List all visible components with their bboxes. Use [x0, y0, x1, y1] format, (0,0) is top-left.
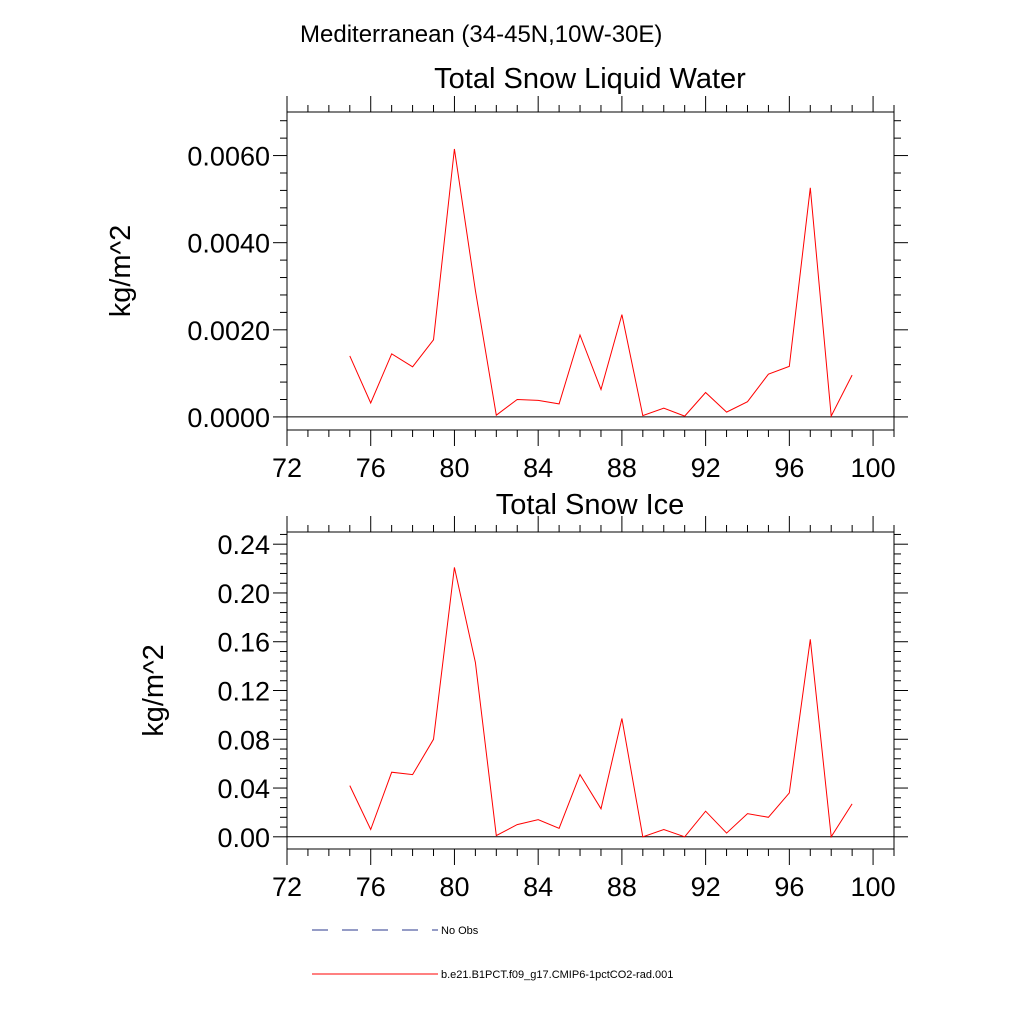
x-tick-label: 100	[851, 453, 896, 483]
y-axis-label: kg/m^2	[138, 644, 170, 737]
series-line	[349, 148, 853, 418]
y-tick-label: 0.0060	[187, 142, 270, 172]
x-tick-label: 88	[607, 872, 637, 902]
x-tick-label: 72	[272, 453, 302, 483]
y-tick-label: 0.16	[217, 628, 270, 658]
y-tick-label: 0.0000	[187, 403, 270, 433]
y-tick-label: 0.04	[217, 774, 270, 804]
panel-snow-ice: Total Snow Ice 72 76 80 84 88 92 96 100 0.00 0.04…	[138, 489, 908, 902]
x-tick-label: 80	[439, 453, 469, 483]
legend: No Obs b.e21.B1PCT.f09_g17.CMIP6-1pctCO2…	[312, 925, 673, 981]
legend-label: b.e21.B1PCT.f09_g17.CMIP6-1pctCO2-rad.00…	[441, 969, 673, 981]
y-tick-label: 0.12	[217, 677, 270, 707]
y-tick-label: 0.0040	[187, 229, 270, 259]
plot-area: 72 76 80 84 88 92 96 100 0.0000 0.0020 0.0040 0.006…	[105, 96, 908, 483]
legend-entry-no-obs: No Obs	[312, 925, 479, 937]
x-tick-label: 76	[356, 453, 386, 483]
x-tick-label: 76	[356, 872, 386, 902]
panel-title: Total Snow Ice	[496, 489, 685, 521]
axes-frame	[286, 111, 895, 431]
y-tick-label: 0.00	[217, 823, 270, 853]
legend-label: No Obs	[441, 925, 479, 937]
y-axis-label: kg/m^2	[105, 225, 137, 318]
y-tick-label: 0.20	[217, 579, 270, 609]
x-tick-label: 84	[523, 872, 553, 902]
y-tick-label: 0.08	[217, 725, 270, 755]
legend-entry-model-run: b.e21.B1PCT.f09_g17.CMIP6-1pctCO2-rad.00…	[312, 969, 673, 981]
x-tick-label: 92	[691, 453, 721, 483]
x-tick-label: 100	[851, 872, 896, 902]
x-tick-label: 88	[607, 453, 637, 483]
panel-title: Total Snow Liquid Water	[434, 63, 746, 95]
y-tick-label: 0.0020	[187, 316, 270, 346]
y-tick-label: 0.24	[217, 530, 270, 560]
x-tick-label: 92	[691, 872, 721, 902]
x-tick-label: 84	[523, 453, 553, 483]
x-tick-label: 80	[439, 872, 469, 902]
panel-snow-liquid-water: Total Snow Liquid Water 72 76 80 84 88 92 96 10…	[105, 63, 908, 483]
x-tick-label: 72	[272, 872, 302, 902]
plot-area: 72 76 80 84 88 92 96 100 0.00 0.04 0.08 0.12 0.16 0.2…	[138, 516, 908, 902]
figure-supertitle: Mediterranean (34-45N,10W-30E)	[300, 21, 662, 48]
series-line	[349, 567, 853, 839]
x-tick-label: 96	[774, 872, 804, 902]
x-tick-label: 96	[774, 453, 804, 483]
